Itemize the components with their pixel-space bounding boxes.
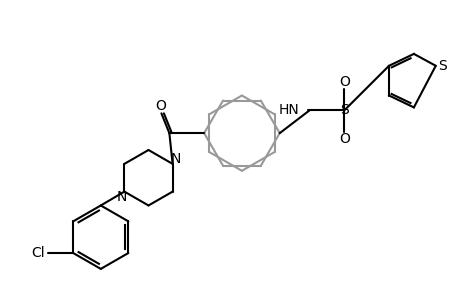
Text: O: O: [338, 75, 349, 88]
Text: HN: HN: [278, 103, 299, 117]
Text: N: N: [116, 190, 126, 204]
Text: S: S: [437, 59, 446, 73]
Text: N: N: [170, 152, 180, 166]
Text: O: O: [338, 132, 349, 146]
Text: S: S: [339, 103, 348, 117]
Text: O: O: [155, 99, 166, 113]
Text: Cl: Cl: [32, 246, 45, 260]
